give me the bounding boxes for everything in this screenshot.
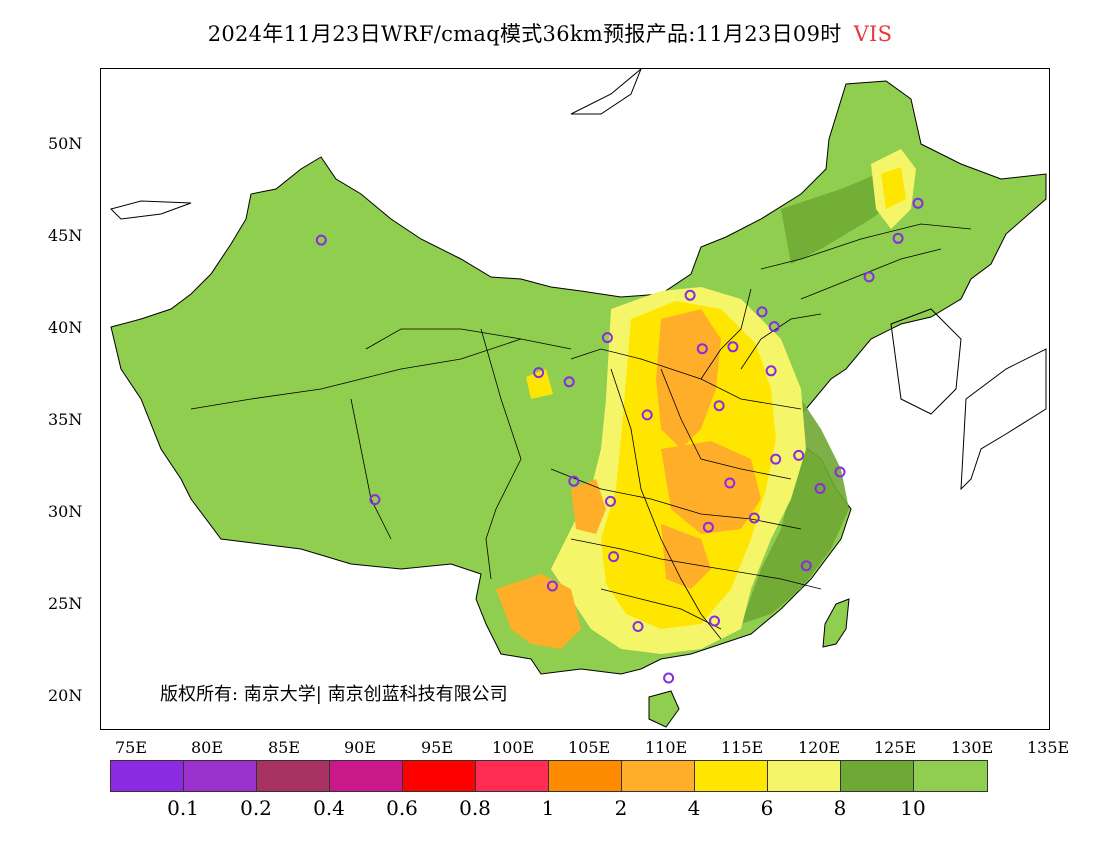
lat-label-45n: 45N <box>48 226 83 245</box>
station-marker-17 <box>632 621 644 632</box>
station-marker-22 <box>724 477 736 489</box>
station-marker-13 <box>568 475 580 487</box>
yellow-spot-qinghai <box>526 369 553 399</box>
station-marker-8 <box>727 341 739 353</box>
lon-label-90e: 90E <box>344 738 377 757</box>
lon-label-110e: 110E <box>645 738 688 757</box>
station-marker-23 <box>770 453 782 465</box>
lon-label-115e: 115E <box>721 738 764 757</box>
station-marker-28 <box>863 271 875 283</box>
legend-label-6: 2 <box>614 796 628 820</box>
station-marker-5 <box>684 289 696 301</box>
legend-label-8: 6 <box>760 796 774 820</box>
station-marker-6 <box>756 306 768 318</box>
station-marker-3 <box>563 376 575 388</box>
station-marker-20 <box>702 521 714 533</box>
legend-swatch-6 <box>549 761 622 791</box>
station-marker-30 <box>912 197 924 209</box>
orange-zone-yunnan <box>496 574 581 649</box>
legend-label-1: 0.2 <box>240 796 272 820</box>
province-boundaries <box>190 223 972 640</box>
lon-label-100e: 100E <box>492 738 535 757</box>
station-marker-0 <box>315 234 327 246</box>
legend-swatch-11 <box>914 761 987 791</box>
sakhalin-coast <box>570 69 642 115</box>
lon-label-105e: 105E <box>568 738 611 757</box>
map-area <box>100 68 1050 730</box>
station-marker-10 <box>765 365 777 377</box>
lat-label-35n: 35N <box>48 410 83 429</box>
legend-swatch-0 <box>111 761 184 791</box>
station-marker-18 <box>709 615 720 627</box>
legend-swatch-8 <box>695 761 768 791</box>
station-marker-12 <box>641 409 653 421</box>
legend-swatch-9 <box>768 761 841 791</box>
station-marker-7 <box>768 321 780 333</box>
station-marker-19 <box>663 672 675 684</box>
lon-label-135e: 135E <box>1027 738 1070 757</box>
station-marker-21 <box>748 512 760 524</box>
lat-label-20n: 20N <box>48 686 83 705</box>
japan-coast <box>960 348 1047 491</box>
legend-label-10: 10 <box>900 796 926 820</box>
station-marker-14 <box>605 495 616 507</box>
taiwan-island <box>822 598 850 648</box>
lon-label-75e: 75E <box>115 738 148 757</box>
orange-zone-south <box>661 524 711 589</box>
orange-zone-central <box>661 441 761 534</box>
legend-label-0: 0.1 <box>167 796 199 820</box>
station-marker-11 <box>713 400 725 412</box>
title-main: 2024年11月23日WRF/cmaq模式36km预报产品:11月23日09时 <box>207 22 842 46</box>
lon-label-95e: 95E <box>421 738 454 757</box>
map-title: 2024年11月23日WRF/cmaq模式36km预报产品:11月23日09时 V… <box>0 18 1100 48</box>
legend-label-7: 4 <box>687 796 701 820</box>
legend-swatch-10 <box>841 761 914 791</box>
legend-swatch-3 <box>330 761 403 791</box>
station-marker-24 <box>793 449 805 461</box>
lon-label-120e: 120E <box>798 738 841 757</box>
station-marker-15 <box>608 551 620 563</box>
lat-label-40n: 40N <box>48 318 83 337</box>
legend-swatch-5 <box>476 761 549 791</box>
station-marker-25 <box>814 483 826 494</box>
balkhash-lake <box>110 200 192 220</box>
station-marker-1 <box>369 494 381 506</box>
orange-zone-sichuan <box>571 479 606 534</box>
lat-label-30n: 30N <box>48 502 83 521</box>
legend-swatch-2 <box>257 761 330 791</box>
legend-label-2: 0.4 <box>313 796 345 820</box>
station-marker-29 <box>892 232 904 244</box>
lat-label-25n: 25N <box>48 594 83 613</box>
station-marker-27 <box>800 560 812 572</box>
title-variable: VIS <box>853 22 893 46</box>
legend-swatch-1 <box>184 761 257 791</box>
legend-swatch-4 <box>403 761 476 791</box>
copyright-text: 版权所有: 南京大学| 南京创蓝科技有限公司 <box>160 684 508 705</box>
station-marker-4 <box>601 332 613 344</box>
station-marker-16 <box>546 580 558 592</box>
legend-swatch-7 <box>622 761 695 791</box>
lon-label-85e: 85E <box>268 738 301 757</box>
color-legend <box>110 760 988 792</box>
lat-label-50n: 50N <box>48 134 83 153</box>
station-marker-26 <box>834 466 846 478</box>
yellow-spot-northeast <box>881 167 906 209</box>
korea-coast <box>890 308 962 415</box>
legend-label-9: 8 <box>833 796 847 820</box>
station-markers <box>315 197 924 684</box>
lon-label-130e: 130E <box>951 738 994 757</box>
hainan-island <box>648 690 680 728</box>
legend-label-5: 1 <box>541 796 555 820</box>
legend-label-4: 0.8 <box>459 796 491 820</box>
legend-label-3: 0.6 <box>386 796 418 820</box>
station-marker-9 <box>696 343 708 355</box>
lon-label-125e: 125E <box>874 738 917 757</box>
visibility-map <box>110 69 1047 728</box>
station-marker-2 <box>533 367 545 379</box>
lon-label-80e: 80E <box>191 738 224 757</box>
